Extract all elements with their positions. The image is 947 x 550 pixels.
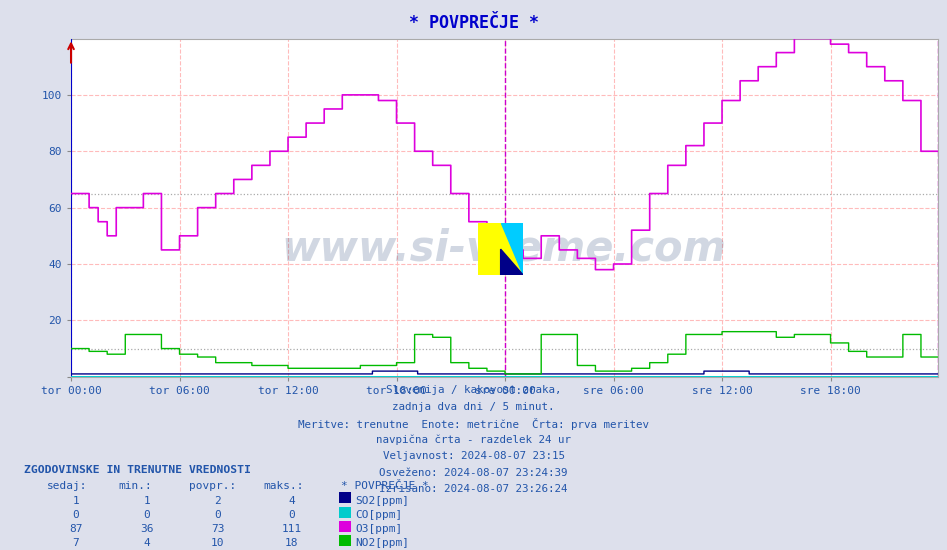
Text: povpr.:: povpr.: bbox=[189, 481, 237, 491]
Polygon shape bbox=[501, 223, 524, 275]
Text: www.si-vreme.com: www.si-vreme.com bbox=[282, 227, 726, 269]
Text: zadnja dva dni / 5 minut.: zadnja dva dni / 5 minut. bbox=[392, 402, 555, 411]
Text: 10: 10 bbox=[211, 538, 224, 548]
Text: CO[ppm]: CO[ppm] bbox=[355, 510, 402, 520]
Text: * POVPREČJE *: * POVPREČJE * bbox=[341, 481, 429, 491]
Text: 0: 0 bbox=[214, 510, 222, 520]
Text: 0: 0 bbox=[288, 510, 295, 520]
Text: Slovenija / kakovost zraka,: Slovenija / kakovost zraka, bbox=[385, 385, 562, 395]
Text: navpična črta - razdelek 24 ur: navpična črta - razdelek 24 ur bbox=[376, 434, 571, 445]
Text: NO2[ppm]: NO2[ppm] bbox=[355, 538, 409, 548]
Text: SO2[ppm]: SO2[ppm] bbox=[355, 496, 409, 505]
Text: Meritve: trenutne  Enote: metrične  Črta: prva meritev: Meritve: trenutne Enote: metrične Črta: … bbox=[298, 418, 649, 430]
Text: 2: 2 bbox=[214, 496, 222, 505]
Text: 111: 111 bbox=[281, 524, 302, 534]
Text: 0: 0 bbox=[143, 510, 151, 520]
Text: 1: 1 bbox=[143, 496, 151, 505]
Text: Izrisano: 2024-08-07 23:26:24: Izrisano: 2024-08-07 23:26:24 bbox=[379, 484, 568, 494]
Text: 36: 36 bbox=[140, 524, 153, 534]
Text: maks.:: maks.: bbox=[263, 481, 304, 491]
Text: sedaj:: sedaj: bbox=[47, 481, 88, 491]
Text: 1: 1 bbox=[72, 496, 80, 505]
Text: 18: 18 bbox=[285, 538, 298, 548]
Text: O3[ppm]: O3[ppm] bbox=[355, 524, 402, 534]
Text: 87: 87 bbox=[69, 524, 82, 534]
Text: * POVPREČJE *: * POVPREČJE * bbox=[408, 14, 539, 32]
Text: ZGODOVINSKE IN TRENUTNE VREDNOSTI: ZGODOVINSKE IN TRENUTNE VREDNOSTI bbox=[24, 465, 251, 475]
Text: 4: 4 bbox=[288, 496, 295, 505]
Text: 7: 7 bbox=[72, 538, 80, 548]
Polygon shape bbox=[501, 249, 524, 275]
Text: min.:: min.: bbox=[118, 481, 152, 491]
Text: 4: 4 bbox=[143, 538, 151, 548]
Text: Osveženo: 2024-08-07 23:24:39: Osveženo: 2024-08-07 23:24:39 bbox=[379, 468, 568, 477]
Text: 73: 73 bbox=[211, 524, 224, 534]
Text: Veljavnost: 2024-08-07 23:15: Veljavnost: 2024-08-07 23:15 bbox=[383, 451, 564, 461]
Text: 0: 0 bbox=[72, 510, 80, 520]
